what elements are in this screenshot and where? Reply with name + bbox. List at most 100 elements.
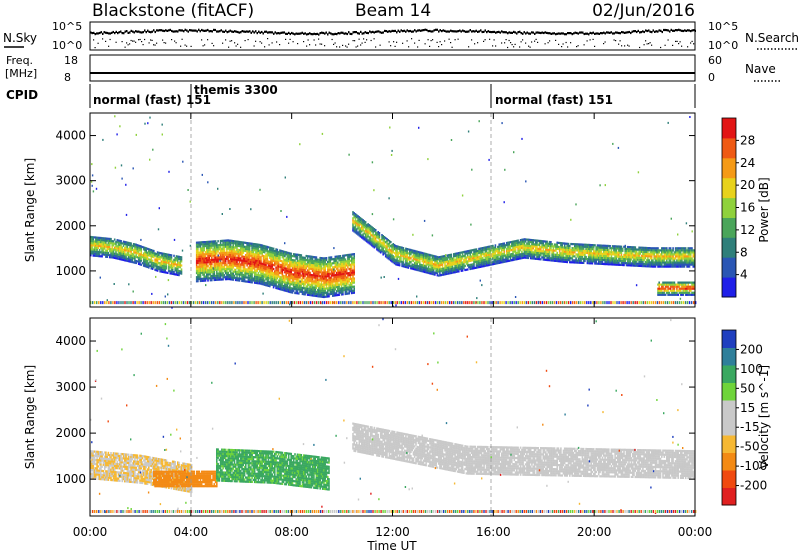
power-cell [208,242,211,245]
power-cell [198,257,200,260]
nsky-point [508,31,510,34]
nsky-point [648,29,650,32]
power-cell [126,251,129,254]
power-cell [103,245,106,248]
power-cell [476,256,479,259]
power-cell [108,241,111,245]
nsky-point [634,30,636,33]
power-cell [407,248,410,251]
power-cell [153,249,155,253]
power-cell [197,269,199,273]
nsky-point [429,29,431,33]
power-cell [386,256,388,259]
power-cell [448,262,450,265]
power-cell [348,263,350,267]
power-cell [213,264,216,267]
power-cell [373,242,376,245]
power-cell [203,279,205,282]
power-cell [362,219,364,222]
power-cell [260,256,262,259]
power-cell [369,225,372,228]
power-cell [238,242,241,246]
power-cell [266,258,269,261]
power-cell [153,264,155,267]
power-cell [521,250,523,254]
nsky-point [442,29,444,32]
power-cell [149,254,151,257]
power-cell [228,269,231,273]
power-cell [203,241,205,244]
power-cell [285,277,287,280]
nsearch-point [163,42,165,44]
nsky-point [459,29,461,32]
power-cell [110,256,112,259]
power-cell [224,267,227,271]
power-cell [440,269,442,273]
power-cell [460,251,463,254]
nsky-point [174,30,176,33]
power-cell [269,254,271,257]
power-cell [107,243,110,246]
power-cell [397,253,400,256]
power-cell [352,269,354,272]
power-cell [419,255,421,258]
power-cell [499,243,502,246]
power-cell [320,265,323,268]
nsky-point [277,32,279,35]
power-cell [300,282,303,285]
power-cell [282,276,285,280]
nsearch-point [690,42,692,44]
power-cell [238,277,241,280]
power-cell [145,247,148,250]
power-cell [265,257,267,260]
power-cell [311,255,314,258]
power-cell [227,253,229,256]
power-cell [436,266,439,269]
power-cell [402,255,405,258]
power-cell [95,246,97,249]
power-cell [156,263,159,266]
nsky-point [388,30,390,33]
power-cell [303,283,305,286]
nsky-point [586,32,588,35]
power-cell [338,291,340,294]
nsky-point [343,32,345,35]
power-cell [480,249,483,252]
power-cell [198,253,200,256]
power-cell [116,253,119,256]
power-cell [228,251,231,254]
power-cell [159,252,161,255]
nsearch-point [567,46,569,48]
nsky-label: N.Sky [3,31,37,45]
nsky-point [171,29,173,33]
power-cell [327,267,329,270]
power-cell [332,270,334,273]
power-cell [495,258,498,261]
power-cell [240,277,242,280]
nsearch-point [279,44,281,46]
nsearch-point [321,43,323,45]
power-cell [325,283,328,286]
power-cell [145,259,148,262]
power-cell [338,293,340,296]
nave-tick-bottom: 0 [708,71,715,84]
nsky-left-tick-top: 10^5 [52,20,82,33]
power-cell [337,279,339,282]
power-cell [372,237,374,240]
power-cell [155,269,158,272]
power-cell [334,288,337,291]
power-cell [227,259,229,262]
power-cell [265,265,267,268]
power-cell [124,253,126,256]
power-cell [222,268,224,271]
power-cell [319,269,321,272]
power-cell [291,287,294,290]
nsearch-point [603,43,605,45]
power-cell [532,247,534,250]
power-cell [240,265,242,268]
nsky-point [543,31,545,35]
power-cell [337,283,339,286]
power-cell [390,251,392,254]
power-cell [503,246,505,249]
power-cell [408,250,411,253]
